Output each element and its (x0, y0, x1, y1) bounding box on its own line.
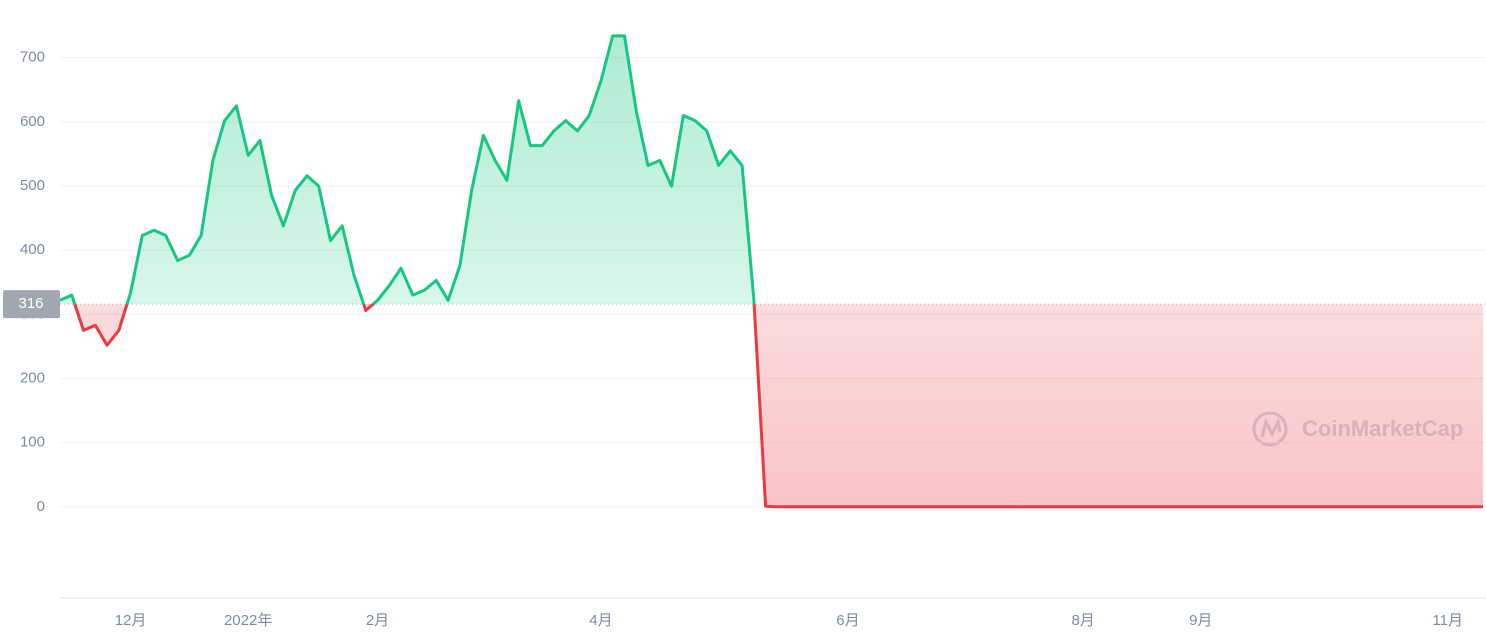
y-tick-label: 200 (20, 369, 45, 386)
x-tick-label: 4月 (589, 612, 612, 629)
y-tick-label: 400 (20, 241, 45, 258)
y-tick-label: 700 (20, 49, 45, 66)
price-line-down (73, 304, 1483, 509)
price-line-up (59, 34, 756, 305)
y-tick-label: 600 (20, 113, 45, 130)
x-tick-label: 9月 (1189, 612, 1212, 629)
x-tick-label: 12月 (115, 612, 147, 629)
y-tick-label: 0 (37, 498, 45, 515)
x-tick-label: 2022年 (224, 612, 272, 629)
y-tick-label: 100 (20, 434, 45, 451)
y-tick-label: 500 (20, 177, 45, 194)
x-tick-label: 11月 (1432, 612, 1463, 629)
reference-badge (3, 290, 60, 319)
x-tick-label: 2月 (366, 612, 389, 629)
area-up (60, 35, 755, 305)
area-down (60, 304, 1483, 507)
reference-label: 316 (18, 295, 43, 312)
x-tick-label: 6月 (836, 612, 859, 629)
x-tick-label: 8月 (1071, 612, 1094, 629)
